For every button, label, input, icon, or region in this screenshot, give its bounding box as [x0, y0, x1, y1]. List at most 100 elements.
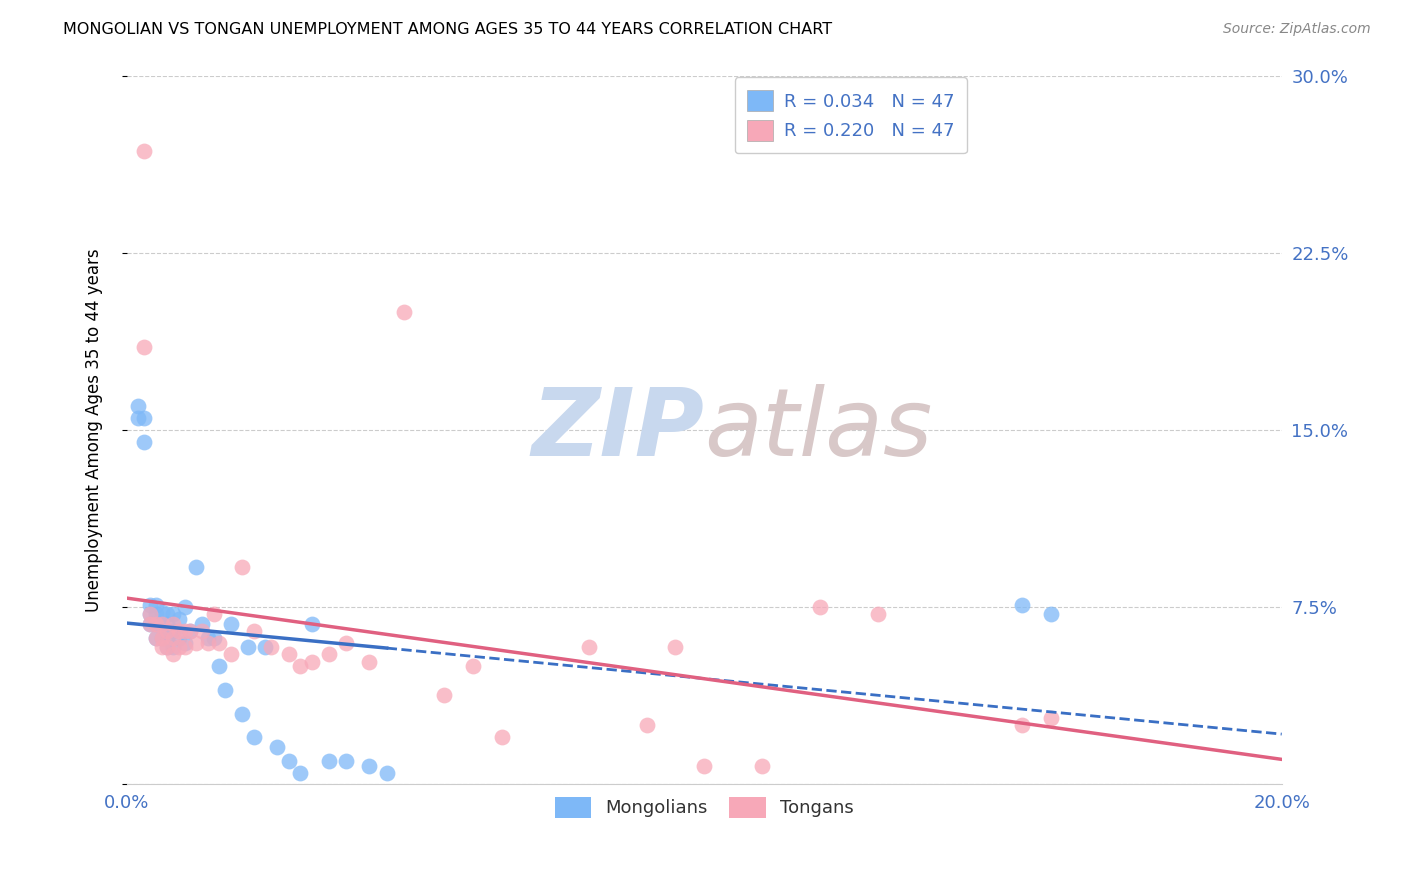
Point — [156, 640, 179, 655]
Point — [219, 616, 242, 631]
Point — [866, 607, 889, 622]
Point — [162, 616, 184, 631]
Point — [693, 758, 716, 772]
Point — [145, 598, 167, 612]
Point — [202, 631, 225, 645]
Point — [150, 616, 173, 631]
Point — [173, 640, 195, 655]
Text: atlas: atlas — [704, 384, 932, 475]
Point — [751, 758, 773, 772]
Point — [288, 765, 311, 780]
Point — [145, 616, 167, 631]
Point — [808, 600, 831, 615]
Point — [202, 607, 225, 622]
Point — [179, 624, 201, 638]
Point — [301, 655, 323, 669]
Point — [162, 624, 184, 638]
Point — [433, 688, 456, 702]
Point — [491, 730, 513, 744]
Point — [139, 607, 162, 622]
Point — [1011, 598, 1033, 612]
Point — [139, 598, 162, 612]
Point — [134, 411, 156, 425]
Point — [139, 616, 162, 631]
Point — [162, 631, 184, 645]
Point — [578, 640, 600, 655]
Point — [277, 754, 299, 768]
Point — [127, 411, 149, 425]
Point — [1011, 718, 1033, 732]
Point — [150, 605, 173, 619]
Point — [156, 607, 179, 622]
Point — [335, 754, 357, 768]
Point — [167, 631, 190, 645]
Point — [173, 624, 195, 638]
Point — [636, 718, 658, 732]
Point — [162, 648, 184, 662]
Point — [173, 635, 195, 649]
Point — [156, 631, 179, 645]
Point — [359, 655, 381, 669]
Point — [145, 607, 167, 622]
Point — [238, 640, 260, 655]
Point — [167, 612, 190, 626]
Point — [359, 758, 381, 772]
Point — [167, 624, 190, 638]
Point — [243, 730, 266, 744]
Point — [231, 560, 253, 574]
Point — [1039, 711, 1062, 725]
Point — [173, 600, 195, 615]
Point — [134, 340, 156, 354]
Point — [134, 434, 156, 449]
Point — [301, 616, 323, 631]
Point — [150, 616, 173, 631]
Point — [162, 607, 184, 622]
Point — [375, 765, 398, 780]
Point — [197, 635, 219, 649]
Point — [208, 659, 231, 673]
Text: MONGOLIAN VS TONGAN UNEMPLOYMENT AMONG AGES 35 TO 44 YEARS CORRELATION CHART: MONGOLIAN VS TONGAN UNEMPLOYMENT AMONG A… — [63, 22, 832, 37]
Point — [318, 754, 340, 768]
Point — [145, 631, 167, 645]
Point — [162, 640, 184, 655]
Point — [127, 400, 149, 414]
Point — [392, 305, 415, 319]
Text: ZIP: ZIP — [531, 384, 704, 476]
Point — [260, 640, 283, 655]
Point — [318, 648, 340, 662]
Point — [254, 640, 277, 655]
Point — [134, 144, 156, 158]
Point — [664, 640, 686, 655]
Point — [214, 682, 236, 697]
Text: Source: ZipAtlas.com: Source: ZipAtlas.com — [1223, 22, 1371, 37]
Point — [145, 616, 167, 631]
Point — [266, 739, 288, 754]
Point — [1039, 607, 1062, 622]
Point — [463, 659, 485, 673]
Point — [197, 631, 219, 645]
Point — [150, 631, 173, 645]
Point — [231, 706, 253, 721]
Point — [145, 631, 167, 645]
Point — [150, 640, 173, 655]
Point — [288, 659, 311, 673]
Legend: Mongolians, Tongans: Mongolians, Tongans — [548, 789, 860, 825]
Point — [179, 624, 201, 638]
Point — [139, 607, 162, 622]
Point — [186, 635, 208, 649]
Point — [139, 616, 162, 631]
Point — [243, 624, 266, 638]
Point — [277, 648, 299, 662]
Point — [191, 616, 214, 631]
Point — [191, 624, 214, 638]
Point — [156, 640, 179, 655]
Y-axis label: Unemployment Among Ages 35 to 44 years: Unemployment Among Ages 35 to 44 years — [86, 248, 103, 612]
Point — [156, 624, 179, 638]
Point — [167, 640, 190, 655]
Point — [186, 560, 208, 574]
Point — [150, 631, 173, 645]
Point — [335, 635, 357, 649]
Point — [219, 648, 242, 662]
Point — [156, 616, 179, 631]
Point — [208, 635, 231, 649]
